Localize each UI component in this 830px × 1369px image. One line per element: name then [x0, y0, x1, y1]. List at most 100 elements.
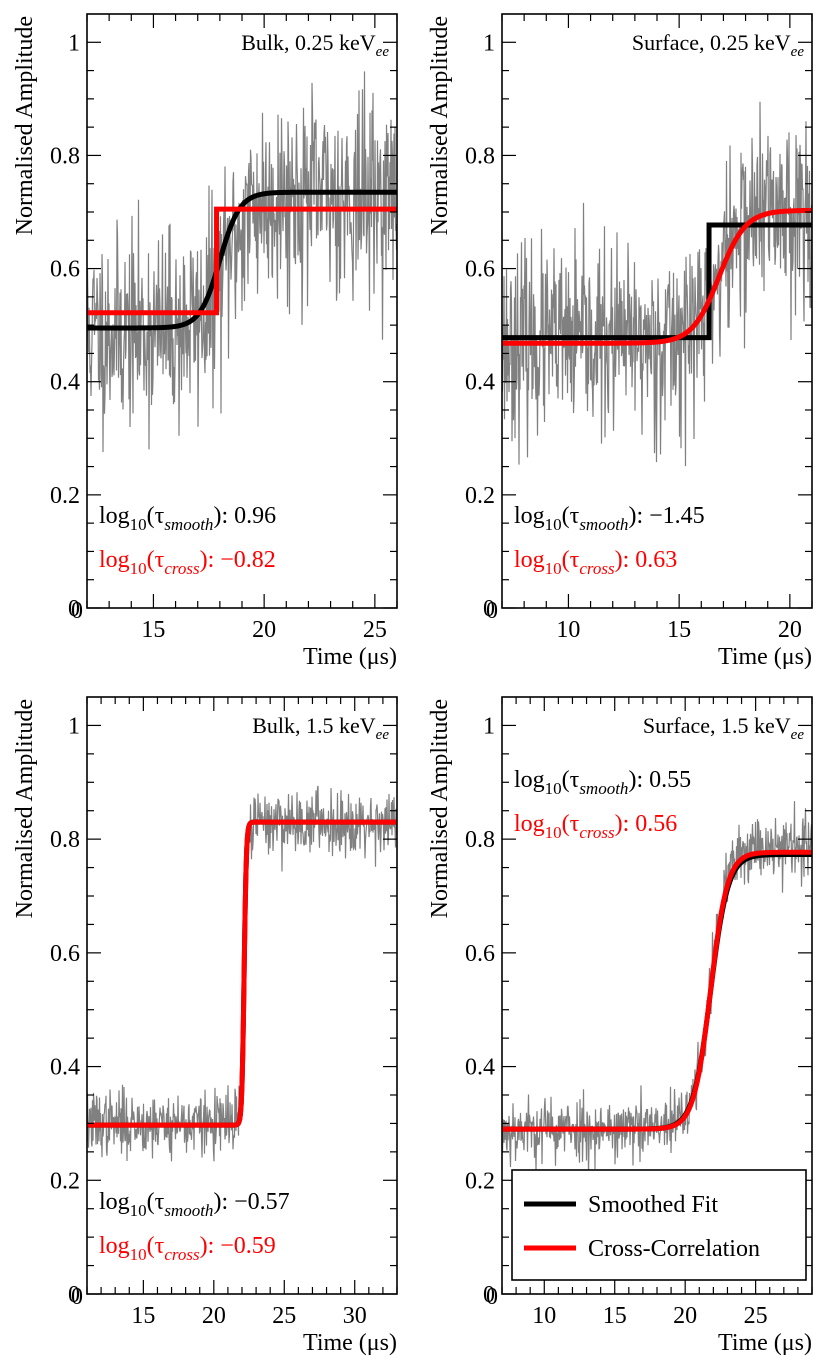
annotation-close: ) — [213, 503, 221, 529]
annotation-value: : −0.57 — [221, 1189, 289, 1215]
x-tick-label: 25 — [363, 617, 387, 643]
panel-title-sub: ee — [376, 44, 390, 60]
cross-correlation-line — [502, 207, 812, 346]
y-tick-label: 0.4 — [50, 370, 80, 396]
annotation-subscript: cross — [579, 823, 615, 842]
annotation-subscript: smooth — [164, 1201, 213, 1220]
x-origin-label: 0 — [71, 1284, 83, 1310]
y-tick-label: 1 — [483, 30, 495, 56]
panel-title: Surface, 0.25 keVee — [632, 30, 805, 60]
annotation-close: ) — [628, 767, 636, 793]
cross-correlation-line — [502, 849, 812, 1132]
annotation-smooth: log10(τsmooth): −0.57 — [99, 1189, 290, 1220]
x-tick-label: 15 — [141, 617, 165, 643]
y-axis-label: Normalised Amplitude — [12, 16, 38, 235]
plot-area — [87, 785, 397, 1162]
annotation-value: : 0.63 — [623, 547, 678, 573]
annotation-value: : −0.82 — [208, 547, 276, 573]
y-axis-label: Normalised Amplitude — [12, 699, 38, 918]
y-tick-label: 0.8 — [50, 143, 80, 169]
x-tick-label: 20 — [673, 1303, 697, 1329]
annotation-log: log — [99, 547, 130, 573]
legend-box — [511, 1169, 807, 1281]
y-tick-label: 0.6 — [50, 941, 80, 967]
annotation-close: ) — [200, 1233, 208, 1259]
annotation-base: 10 — [545, 779, 562, 798]
x-tick-label: 20 — [778, 617, 802, 643]
annotation-tau: (τ — [562, 503, 580, 529]
annotation-tau: (τ — [562, 767, 580, 793]
x-tick-label: 25 — [744, 1303, 768, 1329]
annotation-subscript: cross — [164, 559, 200, 578]
y-tick-label: 0.4 — [50, 1055, 80, 1081]
x-axis-label: Time (μs) — [303, 644, 397, 670]
annotation-cross: log10(τcross): −0.59 — [99, 1233, 276, 1264]
annotation-tau: (τ — [147, 1233, 165, 1259]
y-tick-label: 0.6 — [465, 941, 495, 967]
plot-area — [87, 71, 397, 453]
y-tick-label: 0.2 — [50, 483, 80, 509]
annotation-close: ) — [200, 547, 208, 573]
x-tick-label: 15 — [603, 1303, 627, 1329]
x-tick-label: 20 — [202, 1303, 226, 1329]
cross-correlation-line — [87, 206, 397, 316]
annotation-close: ) — [615, 811, 623, 837]
annotation-smooth: log10(τsmooth): 0.96 — [99, 503, 276, 534]
annotation-tau: (τ — [562, 547, 580, 573]
smoothed-fit-line — [502, 222, 812, 341]
annotation-smooth: log10(τsmooth): 0.55 — [514, 767, 691, 798]
y-tick-label: 1 — [483, 713, 495, 739]
annotation-smooth: log10(τsmooth): −1.45 — [514, 503, 705, 534]
x-origin-label: 0 — [486, 1284, 498, 1310]
annotation-tau: (τ — [147, 547, 165, 573]
annotation-subscript: smooth — [579, 779, 628, 798]
legend-label-cross: Cross-Correlation — [588, 1236, 760, 1262]
annotation-value: : 0.96 — [221, 503, 276, 529]
annotation-base: 10 — [130, 559, 147, 578]
panel-title: Bulk, 0.25 keVee — [241, 30, 389, 60]
annotation-tau: (τ — [562, 811, 580, 837]
plot-area — [502, 801, 812, 1175]
annotation-value: : 0.56 — [623, 811, 678, 837]
y-tick-label: 0 — [68, 1282, 80, 1308]
x-axis-label: Time (μs) — [718, 1330, 812, 1356]
noise-waveform — [87, 71, 397, 453]
panel-title-sub: ee — [791, 44, 805, 60]
annotation-base: 10 — [545, 559, 562, 578]
y-tick-label: 0 — [483, 596, 495, 622]
noise-waveform — [502, 101, 812, 467]
y-tick-label: 0.8 — [465, 827, 495, 853]
x-origin-label: 0 — [71, 598, 83, 624]
y-tick-label: 0.6 — [50, 257, 80, 283]
annotation-log: log — [514, 811, 545, 837]
annotation-base: 10 — [130, 1201, 147, 1220]
annotation-cross: log10(τcross): 0.63 — [514, 547, 677, 578]
annotation-subscript: cross — [579, 559, 615, 578]
annotation-tau: (τ — [147, 503, 165, 529]
panel-title-sub: ee — [376, 727, 390, 743]
annotation-log: log — [99, 1233, 130, 1259]
smoothed-fit-line — [87, 189, 397, 331]
annotation-log: log — [99, 1189, 130, 1215]
annotation-subscript: smooth — [579, 515, 628, 534]
y-tick-label: 1 — [68, 30, 80, 56]
y-tick-label: 1 — [68, 713, 80, 739]
y-axis-label: Normalised Amplitude — [427, 16, 453, 235]
annotation-cross: log10(τcross): 0.56 — [514, 811, 677, 842]
annotation-log: log — [514, 547, 545, 573]
panel-title-main: Bulk, 1.5 keV — [252, 713, 376, 738]
noise-waveform — [502, 801, 812, 1175]
x-tick-label: 10 — [532, 1303, 556, 1329]
annotation-close: ) — [615, 547, 623, 573]
annotation-close: ) — [628, 503, 636, 529]
annotation-base: 10 — [130, 515, 147, 534]
legend: Smoothed Fit Cross-Correlation — [511, 1169, 807, 1281]
y-tick-label: 0.2 — [465, 483, 495, 509]
legend-label-smoothed: Smoothed Fit — [588, 1192, 718, 1218]
cross-correlation-line — [87, 819, 397, 1128]
y-tick-label: 0.6 — [465, 257, 495, 283]
annotation-value: : 0.55 — [636, 767, 691, 793]
